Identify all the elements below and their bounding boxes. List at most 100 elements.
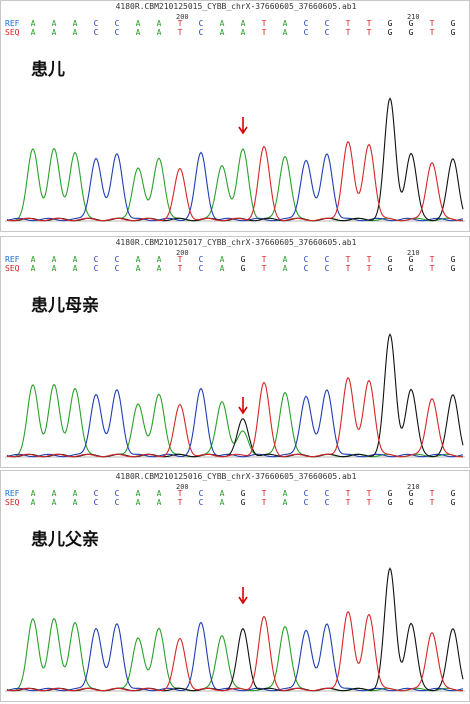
seq-base: T bbox=[177, 28, 183, 37]
trace-line bbox=[6, 97, 464, 222]
ref-base: G bbox=[450, 489, 456, 498]
seq-base: C bbox=[114, 264, 120, 273]
ref-base: C bbox=[114, 255, 120, 264]
seq-base: T bbox=[366, 264, 372, 273]
ref-base: A bbox=[135, 489, 141, 498]
ref-base: C bbox=[198, 489, 204, 498]
trace-line bbox=[6, 151, 464, 222]
seq-base: G bbox=[240, 498, 246, 507]
ref-base: T bbox=[429, 19, 435, 28]
seq-base: A bbox=[72, 28, 78, 37]
ref-base: A bbox=[51, 255, 57, 264]
position-label: 200 bbox=[176, 13, 189, 21]
seq-base: A bbox=[30, 264, 36, 273]
ref-base: T bbox=[366, 255, 372, 264]
chromatogram-panel: 4180R.CBM210125016_CYBB_chrX-37660605_37… bbox=[0, 470, 470, 702]
seq-base: A bbox=[51, 498, 57, 507]
ref-base: T bbox=[177, 489, 183, 498]
panel-title: 4180R.CBM210125017_CYBB_chrX-37660605_37… bbox=[115, 238, 357, 247]
seq-base: G bbox=[408, 498, 414, 507]
ref-sequence-row: REF A A A C C A A T C A G T A C C T T G G T G bbox=[1, 255, 469, 264]
seq-base: C bbox=[324, 264, 330, 273]
seq-base: A bbox=[30, 498, 36, 507]
seq-base: A bbox=[219, 264, 225, 273]
seq-base: A bbox=[72, 264, 78, 273]
seq-sequence-row: SEQ A A A C C A A T C A A T A C C T T G G T G bbox=[1, 28, 469, 37]
seq-base: A bbox=[156, 498, 162, 507]
seq-row-label: SEQ bbox=[5, 28, 20, 37]
ref-base: T bbox=[177, 255, 183, 264]
seq-base: T bbox=[366, 498, 372, 507]
ref-base: T bbox=[261, 19, 267, 28]
ref-base: A bbox=[135, 255, 141, 264]
ref-base: A bbox=[30, 489, 36, 498]
ref-base: C bbox=[114, 19, 120, 28]
seq-base: A bbox=[135, 264, 141, 273]
ref-base: T bbox=[429, 489, 435, 498]
seq-base: C bbox=[93, 264, 99, 273]
chromatogram-panel: 4180R.CBM210125017_CYBB_chrX-37660605_37… bbox=[0, 236, 470, 468]
trace-line bbox=[6, 376, 464, 458]
seq-base: C bbox=[324, 28, 330, 37]
ref-base: A bbox=[156, 489, 162, 498]
seq-base: A bbox=[282, 28, 288, 37]
position-label: 210 bbox=[407, 13, 420, 21]
ref-base: T bbox=[261, 255, 267, 264]
seq-base: G bbox=[408, 264, 414, 273]
seq-base: T bbox=[366, 28, 372, 37]
seq-base: C bbox=[303, 498, 309, 507]
position-label: 200 bbox=[176, 483, 189, 491]
ref-base: A bbox=[51, 19, 57, 28]
trace-line bbox=[6, 383, 463, 458]
seq-base: T bbox=[261, 264, 267, 273]
ref-base: C bbox=[303, 489, 309, 498]
ref-base: G bbox=[387, 255, 393, 264]
ref-base: A bbox=[72, 19, 78, 28]
sample-label: 患儿 bbox=[31, 60, 65, 80]
seq-base: C bbox=[93, 498, 99, 507]
seq-base: C bbox=[198, 264, 204, 273]
ref-base: T bbox=[345, 19, 351, 28]
ref-base: C bbox=[198, 19, 204, 28]
seq-base: A bbox=[282, 498, 288, 507]
ref-base: A bbox=[219, 19, 225, 28]
ref-base: C bbox=[324, 489, 330, 498]
ref-base: A bbox=[30, 255, 36, 264]
ref-base: C bbox=[303, 19, 309, 28]
ref-sequence-row: REF A A A C C A A T C A G T A C C T T G G T G bbox=[1, 489, 469, 498]
ref-base: A bbox=[282, 489, 288, 498]
variant-arrow-icon bbox=[238, 587, 248, 605]
ref-base: C bbox=[93, 489, 99, 498]
seq-base: A bbox=[156, 28, 162, 37]
trace-line bbox=[6, 147, 463, 222]
seq-base: A bbox=[135, 28, 141, 37]
ref-base: A bbox=[156, 19, 162, 28]
ref-base: G bbox=[408, 19, 414, 28]
ref-base: T bbox=[177, 19, 183, 28]
position-label: 210 bbox=[407, 483, 420, 491]
position-label: 200 bbox=[176, 249, 189, 257]
ref-base: C bbox=[198, 255, 204, 264]
ref-base: G bbox=[240, 489, 246, 498]
ref-row-label: REF bbox=[5, 255, 20, 264]
chromatogram-trace bbox=[5, 97, 465, 222]
trace-line bbox=[6, 140, 464, 222]
seq-base: T bbox=[429, 498, 435, 507]
ref-base: G bbox=[450, 19, 456, 28]
seq-base: G bbox=[450, 28, 456, 37]
ref-row-label: REF bbox=[5, 19, 20, 28]
seq-base: C bbox=[198, 498, 204, 507]
seq-row-label: SEQ bbox=[5, 498, 20, 507]
seq-base: G bbox=[387, 28, 393, 37]
seq-base: A bbox=[282, 264, 288, 273]
seq-base: A bbox=[51, 264, 57, 273]
seq-base: C bbox=[303, 28, 309, 37]
seq-base: A bbox=[240, 28, 246, 37]
seq-base: A bbox=[219, 498, 225, 507]
position-label: 210 bbox=[407, 249, 420, 257]
sample-label: 患儿母亲 bbox=[31, 296, 99, 316]
seq-base: T bbox=[345, 264, 351, 273]
seq-base: T bbox=[429, 264, 435, 273]
ref-row-label: REF bbox=[5, 489, 20, 498]
seq-base: C bbox=[114, 28, 120, 37]
